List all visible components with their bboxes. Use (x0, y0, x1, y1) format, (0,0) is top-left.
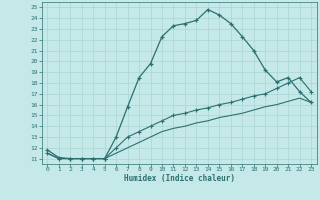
X-axis label: Humidex (Indice chaleur): Humidex (Indice chaleur) (124, 174, 235, 183)
